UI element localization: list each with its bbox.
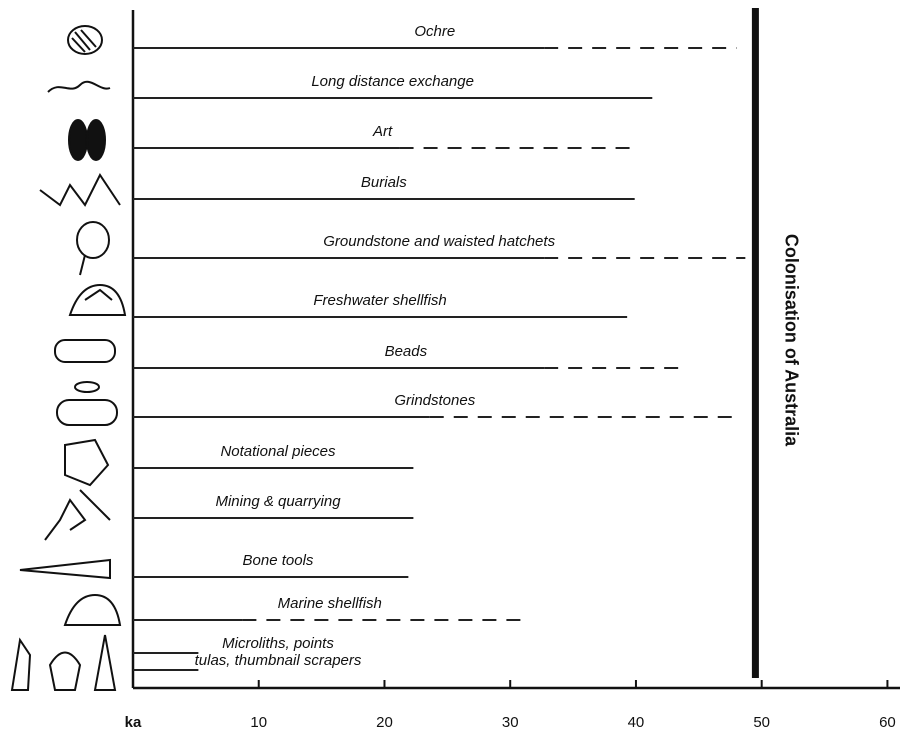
x-tick-label: 50 — [753, 714, 770, 731]
groundstone-icon — [77, 222, 109, 258]
marine-shell-icon — [65, 595, 120, 625]
range-label: Art — [372, 123, 393, 140]
x-tick-label: 60 — [879, 714, 896, 731]
mining-icon — [45, 490, 110, 540]
burial-icon — [40, 175, 120, 205]
range-label: Groundstone and waisted hatchets — [323, 233, 555, 250]
range-label: Microliths, points — [222, 635, 334, 652]
range-label: Burials — [361, 174, 407, 191]
range-label: Marine shellfish — [278, 595, 382, 612]
range-label: tulas, thumbnail scrapers — [195, 652, 362, 669]
range-label: Bone tools — [243, 552, 314, 569]
microlith-icon — [12, 635, 115, 690]
x-tick-label: 10 — [250, 714, 267, 731]
notational-icon — [65, 440, 108, 485]
range-label: Notational pieces — [220, 443, 336, 460]
range-label: Beads — [385, 343, 428, 360]
x-tick-label: 20 — [376, 714, 393, 731]
art-icon — [69, 120, 87, 160]
shellfish-icon — [70, 285, 125, 315]
groundstone-handle — [80, 255, 85, 275]
bone-tool-icon — [20, 560, 110, 578]
grindstone-icon — [75, 382, 99, 392]
range-label: Mining & quarrying — [215, 493, 341, 510]
range-label: Grindstones — [394, 392, 475, 409]
chart: ka 10 20 30 40 50 60 Ochre Long distance exchan… — [0, 0, 901, 735]
icons — [12, 26, 125, 690]
range-label: Long distance exchange — [311, 73, 474, 90]
colonisation-label: Colonisation of Australia — [781, 234, 801, 447]
x-tick-label: 30 — [502, 714, 519, 731]
art-icon — [87, 120, 105, 160]
bead-icon — [55, 340, 115, 362]
range-label: Ochre — [414, 23, 455, 40]
grindstone-icon — [57, 400, 117, 425]
range-label: Freshwater shellfish — [313, 292, 446, 309]
ochre-icon-hatch — [72, 30, 96, 52]
exchange-icon — [48, 82, 110, 92]
x-axis-label: ka — [125, 714, 142, 731]
x-tick-label: 40 — [628, 714, 645, 731]
